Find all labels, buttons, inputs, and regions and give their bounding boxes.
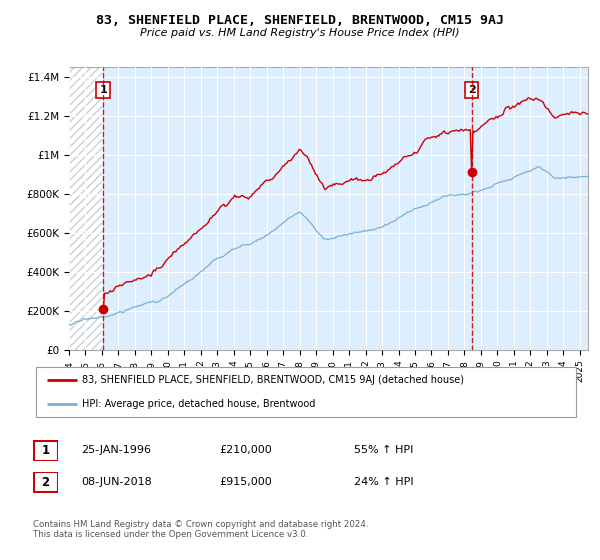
Text: HPI: Average price, detached house, Brentwood: HPI: Average price, detached house, Bren… [82, 399, 315, 409]
Text: 25-JAN-1996: 25-JAN-1996 [81, 445, 151, 455]
Text: 1: 1 [41, 444, 50, 458]
Text: 83, SHENFIELD PLACE, SHENFIELD, BRENTWOOD, CM15 9AJ: 83, SHENFIELD PLACE, SHENFIELD, BRENTWOO… [96, 14, 504, 27]
Text: 83, SHENFIELD PLACE, SHENFIELD, BRENTWOOD, CM15 9AJ (detached house): 83, SHENFIELD PLACE, SHENFIELD, BRENTWOO… [82, 375, 464, 385]
Text: £915,000: £915,000 [219, 477, 272, 487]
Text: 08-JUN-2018: 08-JUN-2018 [81, 477, 152, 487]
Bar [69, 67, 103, 350]
Text: 1: 1 [99, 85, 107, 95]
FancyBboxPatch shape [34, 441, 58, 461]
Text: 55% ↑ HPI: 55% ↑ HPI [354, 445, 413, 455]
Text: 2: 2 [468, 85, 476, 95]
Text: Price paid vs. HM Land Registry's House Price Index (HPI): Price paid vs. HM Land Registry's House … [140, 28, 460, 38]
FancyBboxPatch shape [36, 367, 576, 417]
Text: 24% ↑ HPI: 24% ↑ HPI [354, 477, 413, 487]
Text: Contains HM Land Registry data © Crown copyright and database right 2024.
This d: Contains HM Land Registry data © Crown c… [33, 520, 368, 539]
FancyBboxPatch shape [34, 472, 58, 492]
Bar [69, 67, 103, 350]
Text: 2: 2 [41, 475, 50, 489]
Text: £210,000: £210,000 [219, 445, 272, 455]
